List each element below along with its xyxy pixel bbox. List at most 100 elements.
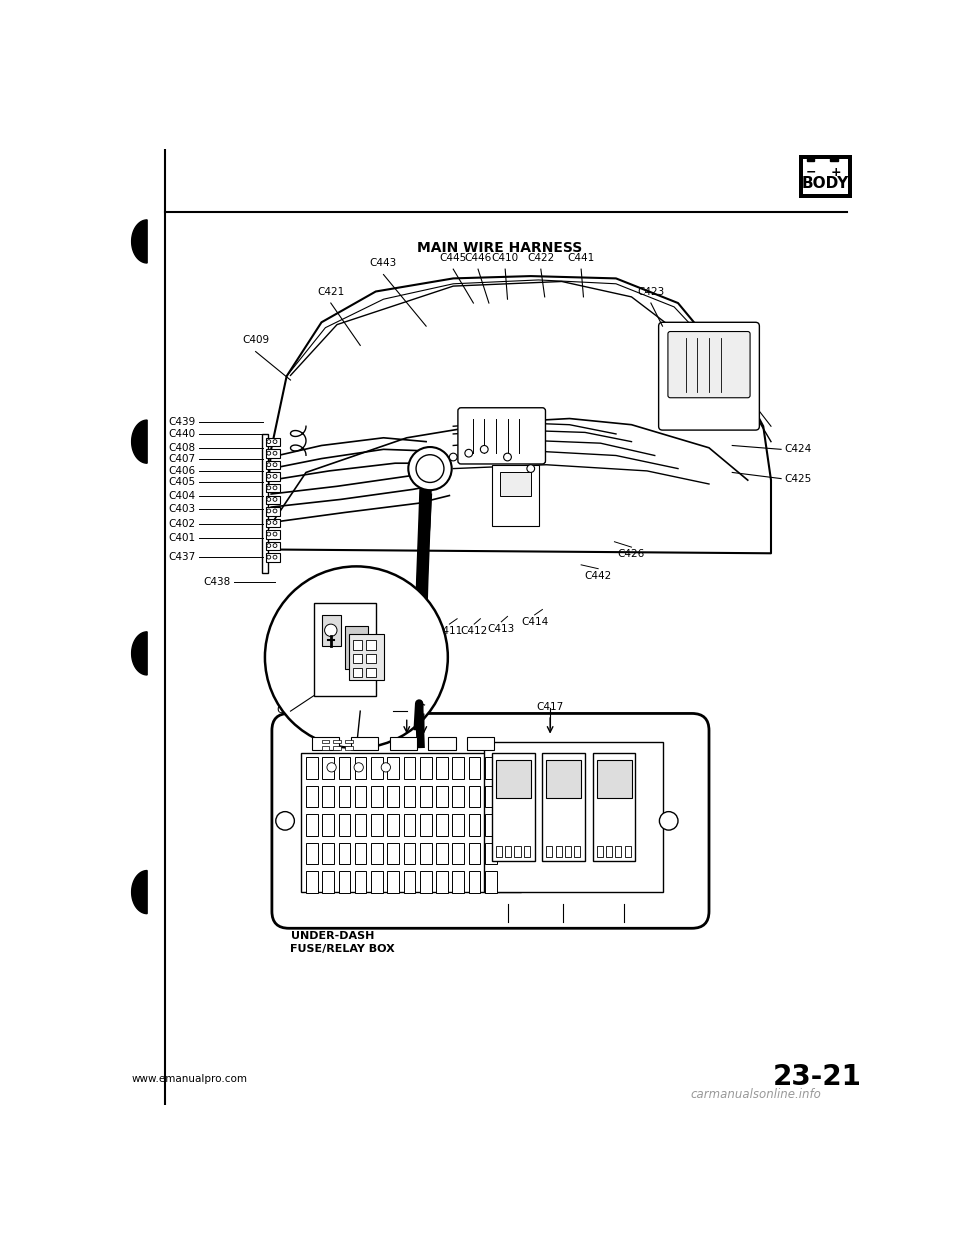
Bar [500,472,531,496]
Text: C437: C437 [169,553,196,563]
Text: C402: C402 [169,519,196,529]
Text: C409: C409 [242,335,269,345]
Bar [524,846,530,857]
Bar [323,872,334,893]
FancyBboxPatch shape [272,713,709,928]
Circle shape [660,811,678,830]
Bar [799,155,852,199]
Circle shape [267,544,271,548]
Bar [436,758,447,779]
Circle shape [267,498,271,502]
Text: C411: C411 [436,626,463,636]
Polygon shape [132,871,147,914]
Text: C442: C442 [585,571,612,581]
Bar [436,843,447,864]
Text: C439: C439 [169,417,196,427]
Text: C401: C401 [169,533,196,543]
Bar [352,655,362,663]
Bar [339,815,350,836]
Bar [546,846,552,857]
Circle shape [267,451,271,455]
Bar [266,437,279,446]
Bar [485,872,496,893]
Circle shape [381,763,391,773]
Bar [323,843,334,864]
Text: C406: C406 [169,466,196,476]
Text: UNDER-DASH
FUSE/RELAY BOX: UNDER-DASH FUSE/RELAY BOX [291,930,396,954]
Bar [596,846,603,857]
Text: C419: C419 [550,915,577,927]
Bar [306,758,318,779]
Bar [542,754,585,861]
Bar [355,786,367,807]
Bar [388,786,399,807]
Bar [333,740,341,744]
Bar [452,758,464,779]
Bar [372,758,383,779]
Bar [306,872,318,893]
Bar [266,530,279,539]
Bar [420,758,432,779]
Bar [468,786,480,807]
Bar [262,433,268,573]
Circle shape [267,509,271,513]
Bar [492,754,535,861]
Text: carmanualsonline.info: carmanualsonline.info [690,1088,821,1102]
Circle shape [324,625,337,636]
Bar [266,553,279,561]
FancyBboxPatch shape [659,322,759,430]
Text: +: + [830,166,841,179]
Circle shape [480,446,488,453]
Circle shape [449,453,457,461]
Text: C425: C425 [784,473,811,483]
Text: BODY: BODY [802,176,849,191]
Text: www.emanualpro.com: www.emanualpro.com [132,1074,248,1084]
Circle shape [273,486,276,489]
Circle shape [273,440,276,443]
Text: C426: C426 [618,549,645,559]
Bar [339,843,350,864]
Circle shape [267,440,271,443]
Bar [345,740,352,744]
Text: C407: C407 [169,455,196,465]
Bar [390,737,417,750]
Text: C403: C403 [169,503,196,514]
Bar [352,668,362,677]
Bar [367,668,375,677]
Bar [606,846,612,857]
Bar [615,846,621,857]
Circle shape [327,763,336,773]
Text: C405: C405 [169,477,196,487]
Bar [485,758,496,779]
Circle shape [276,811,295,830]
Bar [333,745,341,750]
Bar [420,872,432,893]
Circle shape [273,451,276,455]
Bar [300,754,521,892]
Text: G401: G401 [276,705,304,715]
Bar [388,815,399,836]
Circle shape [273,532,276,537]
Bar [266,472,279,481]
Circle shape [273,498,276,502]
Bar [388,758,399,779]
Bar [355,872,367,893]
Bar [505,846,512,857]
Circle shape [504,453,512,461]
Bar [355,758,367,779]
Bar [323,786,334,807]
Bar [829,156,838,160]
Bar [436,786,447,807]
Bar [596,760,632,799]
Bar [420,786,432,807]
Bar [348,635,383,681]
Bar [312,737,339,750]
FancyBboxPatch shape [668,332,750,397]
Circle shape [273,463,276,467]
Bar [306,815,318,836]
Bar [266,496,279,504]
Text: C408: C408 [169,443,196,453]
Bar [339,872,350,893]
Bar [351,737,378,750]
Bar [564,846,571,857]
